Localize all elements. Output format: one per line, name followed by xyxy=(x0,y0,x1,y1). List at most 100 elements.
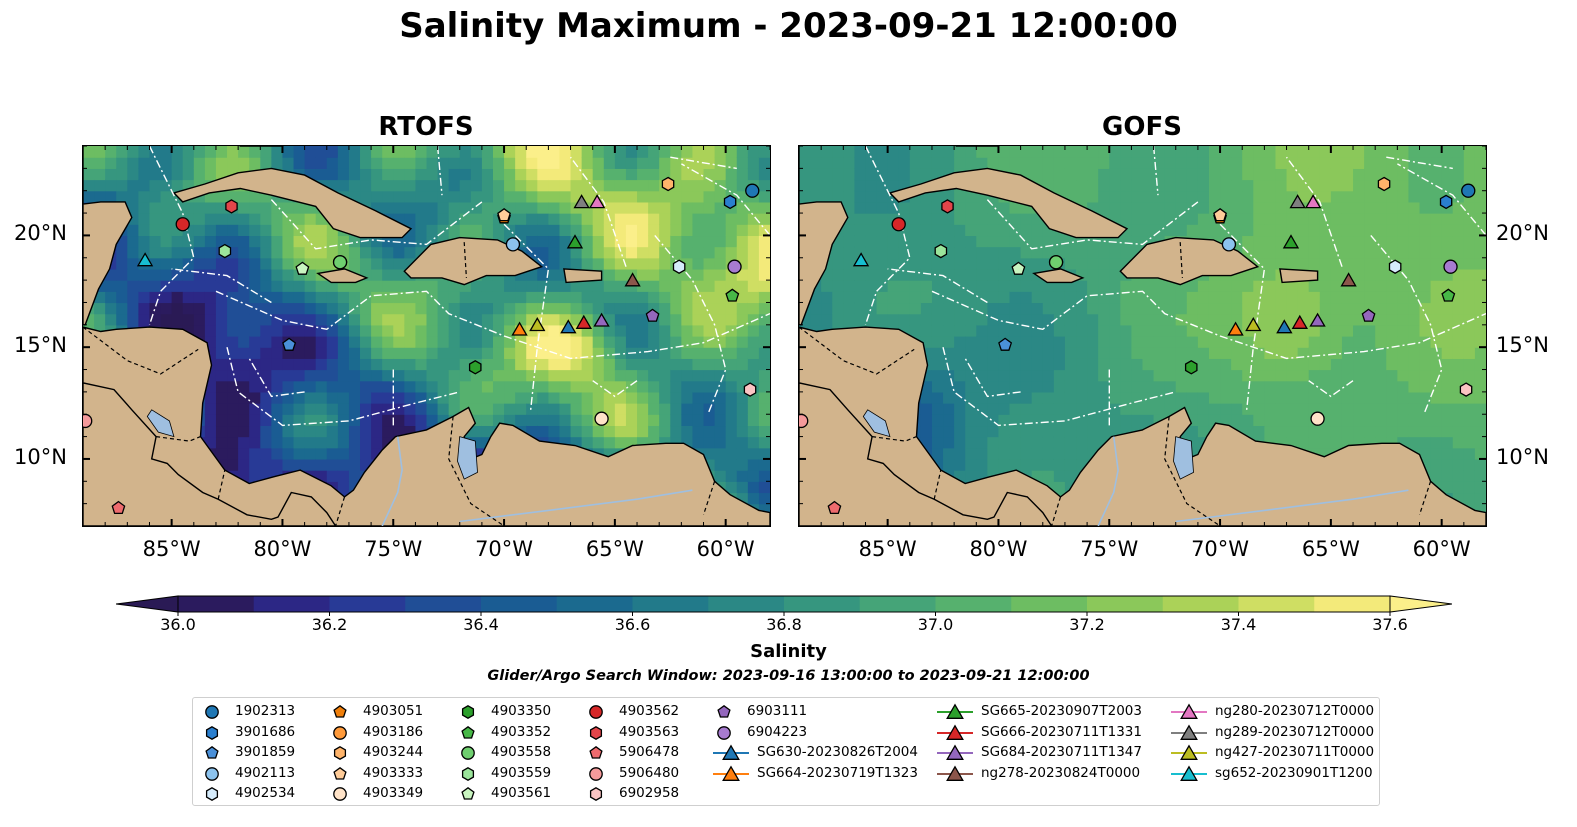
marker-SG665-20230907T2003 xyxy=(566,234,584,249)
border-0 xyxy=(799,326,915,375)
colorbar-tick-label: 37.0 xyxy=(917,615,954,634)
triangle-marker-icon xyxy=(713,765,749,781)
x-tick-label-gofs: 70°W xyxy=(1191,537,1250,561)
eez-line-12 xyxy=(670,156,737,170)
map-ticks xyxy=(799,146,1486,526)
legend-label: 4903352 xyxy=(491,723,552,740)
gofs-map xyxy=(799,146,1486,526)
x-tick-label-rtofs: 75°W xyxy=(364,537,423,561)
marker-3901859 xyxy=(282,337,297,351)
legend-label: 4903561 xyxy=(491,785,552,802)
y-tick-label-left: 10°N xyxy=(14,444,67,469)
legend-label: 4903559 xyxy=(491,764,552,781)
colorbar-bin xyxy=(1011,596,1088,612)
marker-4903559 xyxy=(218,243,232,259)
y-tick-label-right: 20°N xyxy=(1496,221,1549,246)
eez-boundaries xyxy=(864,146,1486,427)
legend-label: 6903111 xyxy=(747,703,808,719)
marker-5906480 xyxy=(799,413,809,429)
eez-line-1 xyxy=(986,199,1199,250)
country-borders xyxy=(799,242,1432,526)
y-tick-label-left: 15°N xyxy=(14,333,67,358)
marker-4903559 xyxy=(934,243,948,259)
legend-label: 4903562 xyxy=(619,703,680,719)
marker-SG664-20230719T1323 xyxy=(1227,321,1244,336)
panel-title-rtofs: RTOFS xyxy=(378,112,474,142)
legend-label: sg652-20230901T1200 xyxy=(1215,764,1373,781)
eez-line-2 xyxy=(215,290,770,360)
legend-label: 4903051 xyxy=(363,703,424,719)
legend-label: ng427-20230711T0000 xyxy=(1215,744,1375,761)
lake-0 xyxy=(146,409,175,438)
marker-SG665-20230907T2003 xyxy=(1282,234,1300,249)
marker-SG666-20230711T1331 xyxy=(1291,314,1309,329)
x-tick-label-rtofs: 60°W xyxy=(696,537,755,561)
marker-6904223 xyxy=(1443,259,1458,274)
figure-title: Salinity Maximum - 2023-09-21 12:00:00 xyxy=(399,6,1178,46)
land-puertorico xyxy=(1279,268,1319,284)
y-tick-label-left: 20°N xyxy=(14,221,67,246)
legend-label: 3901686 xyxy=(235,723,296,740)
colorbar-bin xyxy=(1087,596,1164,612)
land xyxy=(799,146,1486,526)
legend-label: SG665-20230907T2003 xyxy=(981,703,1142,719)
country-borders xyxy=(83,242,716,526)
colorbar-tick-label: 37.6 xyxy=(1372,615,1408,634)
triangle-marker-icon xyxy=(937,703,973,719)
legend-label: 4903349 xyxy=(363,785,424,802)
colorbar-bin xyxy=(935,596,1012,612)
colorbar-bin xyxy=(1314,596,1391,612)
marker-ng278-20230824T0000 xyxy=(1340,272,1357,287)
border-3 xyxy=(1051,496,1062,526)
circle-marker-icon xyxy=(205,766,219,781)
eez-line-2 xyxy=(931,290,1486,360)
hexagon-marker-icon xyxy=(461,766,475,781)
y-tick-label-right: 10°N xyxy=(1496,444,1549,469)
colorbar-tick-label: 36.0 xyxy=(160,615,196,634)
triangle-marker-icon xyxy=(1171,744,1207,761)
land-cuba xyxy=(888,167,1129,239)
pentagon-marker-icon xyxy=(461,725,475,739)
circle-marker-icon xyxy=(589,766,603,781)
eez-line-0 xyxy=(864,146,911,326)
legend-label: 6902958 xyxy=(619,785,680,802)
colorbar-bin xyxy=(405,596,482,612)
legend-label: 3901859 xyxy=(235,744,296,761)
colorbar-bin xyxy=(708,596,785,612)
observation-markers xyxy=(799,176,1476,515)
marker-5906478 xyxy=(827,500,842,515)
colorbar-tick-label: 36.4 xyxy=(463,615,499,634)
circle-marker-icon xyxy=(333,725,347,740)
eez-line-13 xyxy=(592,380,638,398)
river-1 xyxy=(459,489,693,523)
eez-line-0 xyxy=(148,146,195,326)
eez-line-1 xyxy=(270,199,483,250)
circle-marker-icon xyxy=(717,725,731,740)
marker-4903352 xyxy=(1441,288,1456,302)
circle-marker-icon xyxy=(461,746,475,761)
marker-4903349 xyxy=(1310,411,1325,426)
marker-4903244 xyxy=(1377,176,1391,192)
legend-label: 4903333 xyxy=(363,764,424,781)
rivers xyxy=(1097,436,1409,526)
hexagon-marker-icon xyxy=(589,725,603,740)
marker-4903562 xyxy=(891,217,906,232)
marker-3901859 xyxy=(998,337,1013,351)
colorbar xyxy=(115,587,1453,621)
marker-4902113 xyxy=(1221,237,1237,252)
colorbar-bin xyxy=(253,596,330,612)
colorbar-bin xyxy=(632,596,709,612)
marker-4903563 xyxy=(225,199,238,214)
colorbar-tick-label: 36.8 xyxy=(766,615,802,634)
eez-line-5 xyxy=(1285,156,1343,267)
border-5 xyxy=(1418,481,1432,515)
x-tick-label-gofs: 80°W xyxy=(969,537,1028,561)
marker-4903561 xyxy=(295,261,310,275)
marker-4902534 xyxy=(1388,259,1402,274)
marker-3901686 xyxy=(723,194,737,210)
border-5 xyxy=(702,481,716,515)
hexagon-marker-icon xyxy=(589,787,603,802)
marker-6904223 xyxy=(727,259,742,274)
legend-label: ng278-20230824T0000 xyxy=(981,764,1141,781)
triangle-marker-icon xyxy=(1171,765,1207,781)
